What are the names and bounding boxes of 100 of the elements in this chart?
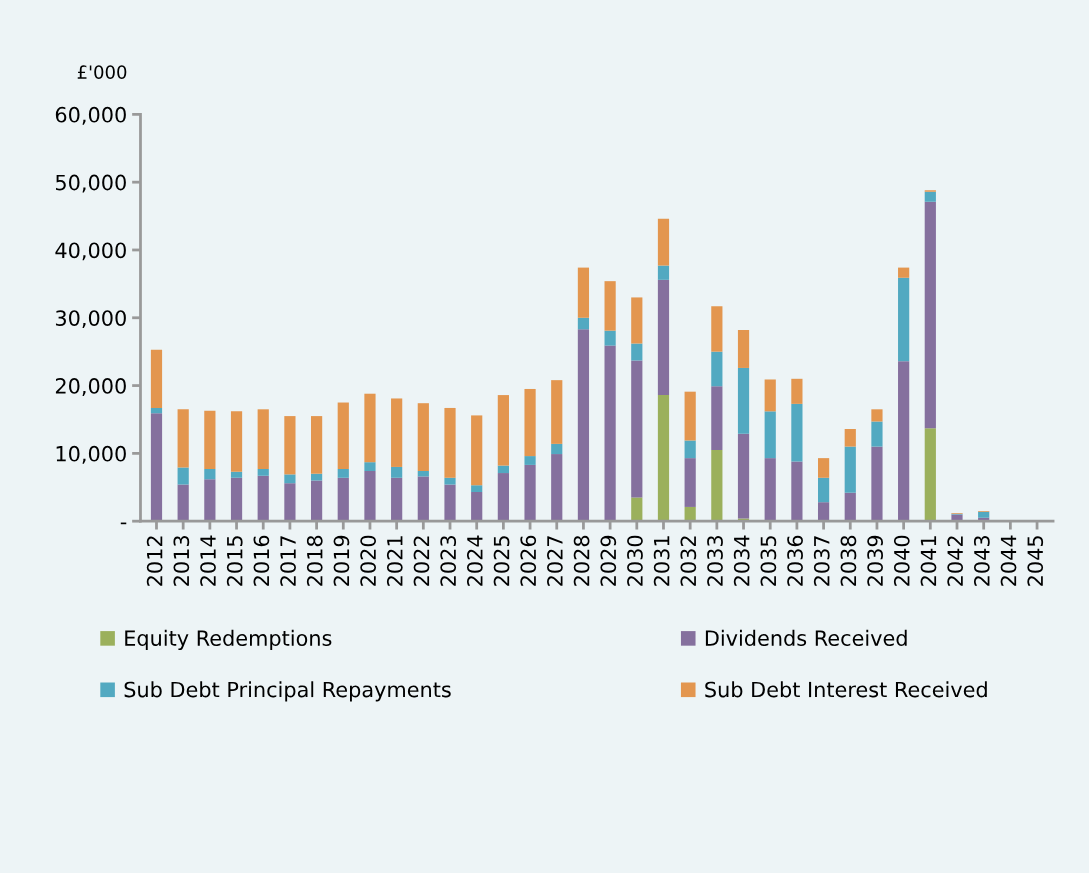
bar <box>391 477 403 522</box>
x-tick-label: 2030 <box>627 535 643 586</box>
bar <box>711 306 723 352</box>
x-tick-label: 2022 <box>413 536 430 586</box>
x-tick-label: 2015 <box>226 536 243 586</box>
bar <box>310 416 323 474</box>
bar <box>871 421 883 447</box>
bar <box>791 403 803 462</box>
x-tick-label: 2045 <box>1027 536 1044 586</box>
bar <box>364 471 376 522</box>
x-tick-label: 2019 <box>333 535 350 586</box>
x-tick-label: 2017 <box>280 536 296 586</box>
bar <box>284 483 296 522</box>
bar <box>150 349 163 408</box>
bar <box>844 428 856 447</box>
bar <box>497 395 509 466</box>
bar <box>497 473 509 522</box>
x-tick-label: 2025 <box>493 536 510 586</box>
x-tick-label: 2014 <box>200 535 216 586</box>
bar <box>978 511 990 518</box>
x-tick-label: 2037 <box>813 536 830 586</box>
bar <box>898 267 910 278</box>
bar <box>684 458 696 507</box>
x-tick-label: 2016 <box>253 535 270 586</box>
bar <box>417 403 429 472</box>
bar <box>257 475 269 522</box>
bar <box>791 461 803 522</box>
bar <box>284 416 296 475</box>
x-tick-label: 2029 <box>600 535 617 586</box>
bar <box>844 492 856 522</box>
y-tick-label: 10,000 <box>56 445 126 464</box>
x-tick-label: 2027 <box>547 536 563 586</box>
bar <box>817 502 830 522</box>
bar <box>924 201 936 429</box>
bar <box>791 378 803 404</box>
bar <box>551 443 563 455</box>
bar <box>737 433 750 519</box>
bar <box>764 458 776 522</box>
bar <box>577 329 590 522</box>
bar <box>657 279 670 396</box>
bar <box>551 380 563 444</box>
bar <box>284 474 296 484</box>
bar <box>364 462 376 472</box>
x-tick-label: 2024 <box>466 535 483 586</box>
y-tick-label: - <box>120 522 127 525</box>
bar <box>444 477 456 485</box>
bar <box>230 477 243 522</box>
bar <box>524 388 536 457</box>
bar <box>337 468 349 478</box>
bar <box>257 468 269 476</box>
bar <box>577 317 590 330</box>
bar <box>871 409 883 422</box>
x-tick-label: 2013 <box>173 536 190 586</box>
y-tick-label: 50,000 <box>56 174 126 193</box>
bar <box>177 409 189 468</box>
bar <box>150 413 163 522</box>
x-tick-label: 2040 <box>893 535 910 586</box>
bar <box>631 343 643 361</box>
bar <box>711 351 723 387</box>
bar <box>150 407 163 414</box>
bar <box>604 281 616 331</box>
x-tick-label: 2042 <box>947 536 964 586</box>
bar <box>551 454 563 522</box>
bar <box>711 449 723 522</box>
bar <box>204 479 216 522</box>
bar <box>204 410 216 469</box>
bar <box>391 466 403 478</box>
bar <box>337 477 349 522</box>
bar <box>764 379 776 412</box>
bar <box>310 480 323 522</box>
bar <box>657 395 670 522</box>
x-tick-label: 2043 <box>973 536 990 586</box>
bar <box>684 440 696 459</box>
x-tick-label: 2039 <box>867 535 883 586</box>
bar <box>631 360 643 498</box>
bar <box>230 471 243 478</box>
y-tick-label: 40,000 <box>55 242 126 261</box>
bar <box>177 467 189 485</box>
bar <box>177 484 189 522</box>
bar <box>631 497 643 522</box>
bar <box>577 267 590 318</box>
y-tick-label: 20,000 <box>55 378 126 396</box>
bar <box>844 446 856 493</box>
bar <box>497 465 509 474</box>
x-tick-label: 2021 <box>386 536 403 586</box>
bar <box>444 407 456 478</box>
y-tick-label: 30,000 <box>55 310 126 329</box>
bar <box>737 329 750 368</box>
bar <box>817 477 830 503</box>
legend-label: Equity Redemptions <box>125 629 332 651</box>
bar <box>898 361 910 522</box>
bar <box>657 218 670 266</box>
legend-label: Sub Debt Principal Repayments <box>124 681 451 702</box>
x-tick-label: 2041 <box>920 536 937 586</box>
x-tick-label: 2036 <box>787 535 803 586</box>
bar <box>657 265 670 280</box>
bar <box>391 398 403 467</box>
bar <box>924 428 936 522</box>
bar <box>684 391 696 441</box>
bar <box>204 468 216 480</box>
